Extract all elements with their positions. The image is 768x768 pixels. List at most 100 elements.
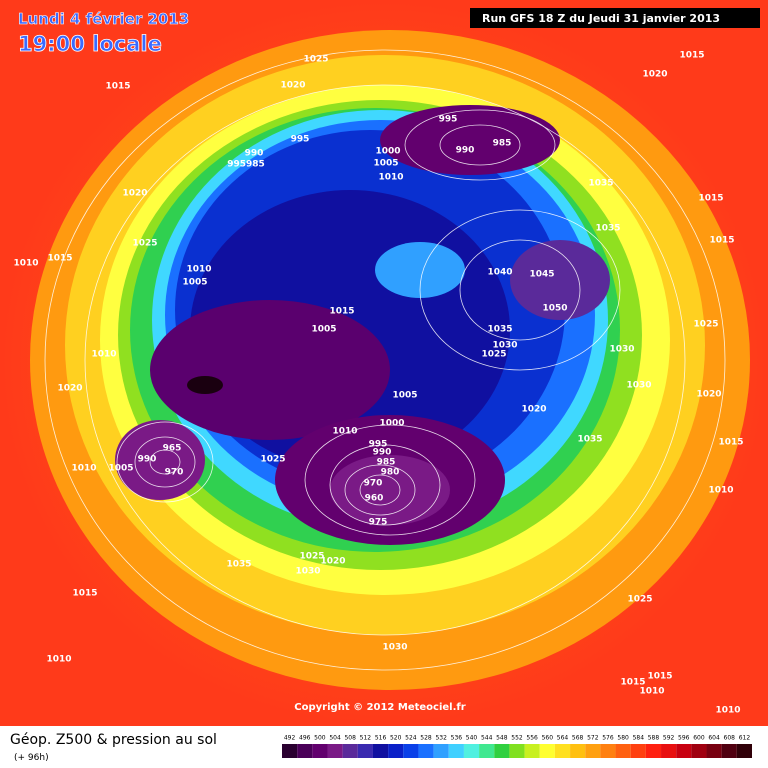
isobar-label: 1005 <box>108 464 133 474</box>
scale-label: 564 <box>557 735 569 742</box>
isobar-label: 1015 <box>647 672 672 682</box>
isobar-label: 1025 <box>693 320 718 330</box>
isobar-label: 1025 <box>303 55 328 65</box>
scale-cell <box>403 744 419 758</box>
scale-label: 500 <box>314 735 326 742</box>
isobar-label: 990 <box>373 448 392 458</box>
isobar-label: 1040 <box>487 268 512 278</box>
scale-label: 580 <box>617 735 629 742</box>
scale-label: 520 <box>390 735 402 742</box>
map-field <box>0 0 768 726</box>
isobar-label: 1020 <box>122 189 147 199</box>
isobar-label: 1030 <box>295 567 320 577</box>
isobar-label: 1005 <box>311 325 336 335</box>
isobar-label: 1020 <box>521 405 546 415</box>
scale-cell <box>327 744 343 758</box>
isobar-label: 1010 <box>639 687 664 697</box>
isobar-label: 960 <box>365 494 384 504</box>
scale-label: 496 <box>299 735 311 742</box>
isobar-label: 995 <box>439 115 458 125</box>
scale-label: 548 <box>496 735 508 742</box>
isobar-label: 1035 <box>226 560 251 570</box>
scale-label: 512 <box>360 735 372 742</box>
scale-label: 560 <box>542 735 554 742</box>
scale-cell <box>661 744 677 758</box>
scale-cell <box>282 744 298 758</box>
scale-cell <box>418 744 434 758</box>
scale-cell <box>554 744 571 758</box>
isobar-label: 1025 <box>132 239 157 249</box>
scale-cell <box>312 744 328 758</box>
isobar-label: 1010 <box>708 486 733 496</box>
isobar-label: 970 <box>165 468 184 478</box>
isobar-label: 990 <box>138 455 157 465</box>
isobar-label: 1035 <box>588 179 613 189</box>
scale-cell <box>615 744 631 758</box>
scale-label: 572 <box>587 735 599 742</box>
scale-label: 592 <box>663 735 675 742</box>
scale-cell <box>570 744 586 758</box>
isobar-label: 1015 <box>620 678 645 688</box>
isobar-label: 1015 <box>698 194 723 204</box>
isobar-label: 1010 <box>13 259 38 269</box>
isobar-label: 1020 <box>642 70 667 80</box>
isobar-label: 1005 <box>182 278 207 288</box>
scale-cell <box>736 744 752 758</box>
scale-label: 600 <box>693 735 705 742</box>
isobar-label: 970 <box>364 479 383 489</box>
isobar-label: 985 <box>377 458 396 468</box>
isobar-label: 1020 <box>280 81 305 91</box>
scale-cell <box>448 744 464 758</box>
isobar-label: 1035 <box>595 224 620 234</box>
scale-label: 544 <box>481 735 493 742</box>
scale-label: 540 <box>466 735 478 742</box>
isobar-label: 985 <box>493 139 512 149</box>
isobar-label: 1010 <box>46 655 71 665</box>
isobar-label: 995 <box>369 440 388 450</box>
isobar-label: 1010 <box>91 350 116 360</box>
isobar-label: 1010 <box>332 427 357 437</box>
scale-label: 604 <box>708 735 720 742</box>
scale-cell <box>539 744 555 758</box>
copyright: Copyright © 2012 Meteociel.fr <box>294 702 465 713</box>
isobar-label: 1030 <box>609 345 634 355</box>
legend-lead: (+ 96h) <box>14 753 49 763</box>
scale-cell <box>524 744 540 758</box>
isobar-label: 1030 <box>626 381 651 391</box>
isobar-label: 1015 <box>72 589 97 599</box>
scale-cell <box>676 744 692 758</box>
legend-title: Géop. Z500 & pression au sol <box>10 732 217 748</box>
scale-cell <box>433 744 449 758</box>
isobar-label: 1025 <box>481 350 506 360</box>
isobar-label: 1045 <box>529 270 554 280</box>
isobar-label: 1050 <box>542 304 567 314</box>
isobar-label: 995985 <box>227 160 265 170</box>
scale-cell <box>585 744 601 758</box>
isobar-label: 1025 <box>299 552 324 562</box>
isobar-label: 975 <box>369 518 388 528</box>
isobar-label: 1035 <box>577 435 602 445</box>
isobar-label: 1020 <box>696 390 721 400</box>
scale-label: 532 <box>435 735 447 742</box>
scale-label: 612 <box>739 735 751 742</box>
scale-label: 536 <box>451 735 463 742</box>
isobar-label: 1010 <box>715 706 740 716</box>
scale-cell <box>494 744 510 758</box>
isobar-label: 1015 <box>718 438 743 448</box>
scale-label: 584 <box>633 735 645 742</box>
map-time: 19:00 locale <box>18 32 162 56</box>
run-info: Run GFS 18 Z du Jeudi 31 janvier 2013 <box>482 12 720 25</box>
isobar-label: 1015 <box>329 307 354 317</box>
scale-label: 492 <box>284 735 296 742</box>
scale-cell <box>721 744 737 758</box>
run-box <box>470 8 760 28</box>
isobar-label: 1005 <box>392 391 417 401</box>
scale-label: 588 <box>648 735 660 742</box>
scale-cell <box>388 744 404 758</box>
scale-cell <box>357 744 373 758</box>
scale-cell <box>509 744 525 758</box>
isobar-label: 1010 <box>378 173 403 183</box>
scale-cell <box>479 744 495 758</box>
scale-label: 568 <box>572 735 584 742</box>
